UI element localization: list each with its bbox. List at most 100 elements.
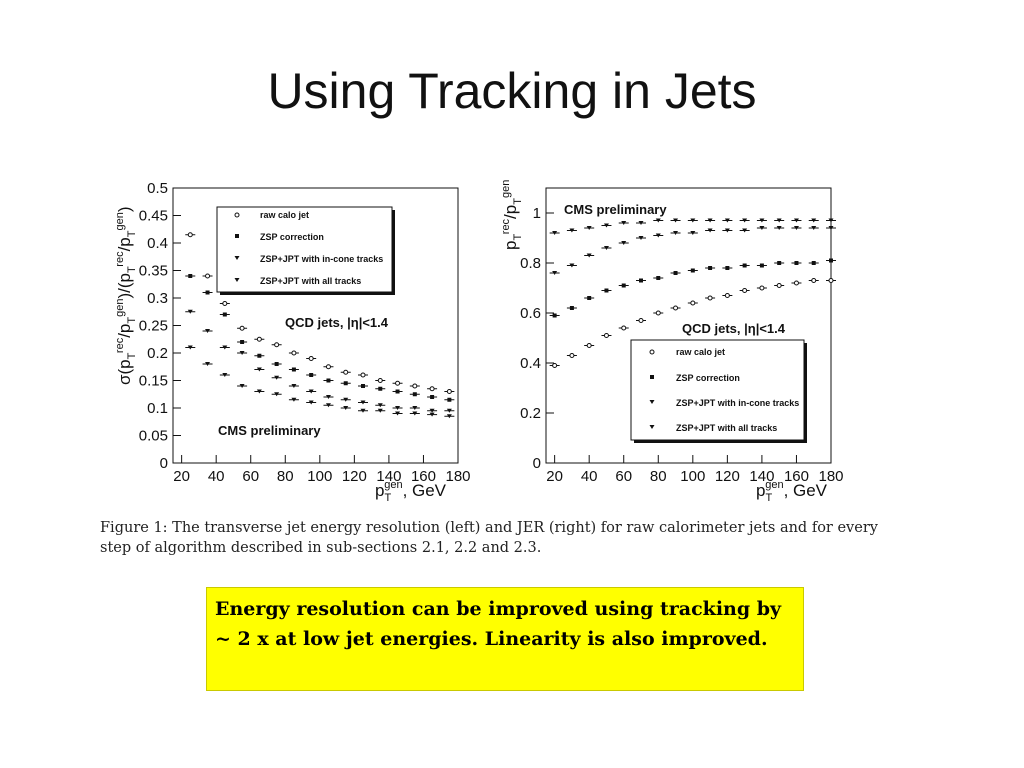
x-axis-label: pTgen, GeV — [375, 479, 447, 504]
x-ticks: 20 40 60 80 100 120 140 160 180 — [173, 455, 470, 485]
series-marks — [549, 218, 836, 368]
data-point-series-2 — [759, 226, 765, 230]
x-tick-label: 160 — [784, 468, 809, 485]
data-point-series-3 — [274, 392, 280, 397]
data-point-series-1 — [811, 261, 816, 265]
data-point-series-3 — [707, 218, 713, 223]
data-point-series-0 — [811, 278, 817, 283]
series-marks — [185, 232, 455, 419]
legend: raw calo jet ZSP correction ZSP+JPT with… — [216, 206, 395, 295]
data-point-series-3 — [395, 411, 401, 416]
data-point-series-1 — [604, 288, 609, 293]
data-point-series-0 — [395, 380, 401, 386]
data-point-series-2 — [187, 309, 193, 314]
y-tick-label: 0.3 — [147, 290, 168, 307]
data-point-series-0 — [360, 372, 366, 378]
data-point-series-1 — [395, 389, 400, 394]
y-axis-label: σ(pTrec/pTgen)/(pTrec/pTgen) — [114, 206, 138, 385]
data-point-series-2 — [239, 351, 245, 355]
legend-marker-square — [650, 375, 654, 379]
data-point-series-3 — [446, 414, 452, 419]
data-point-series-2 — [429, 408, 435, 413]
data-point-series-2 — [673, 231, 679, 235]
data-point-series-0 — [552, 363, 558, 368]
data-point-series-3 — [828, 218, 834, 223]
data-point-series-3 — [552, 231, 558, 235]
data-point-series-0 — [621, 325, 627, 331]
legend: raw calo jet ZSP correction ZSP+JPT with… — [630, 339, 807, 443]
data-point-series-0 — [291, 350, 297, 356]
y-tick-label: 0.05 — [139, 428, 168, 445]
data-point-series-0 — [187, 232, 193, 238]
data-point-series-3 — [325, 403, 331, 408]
annotation-qcd-jets: QCD jets, |η|<1.4 — [285, 315, 389, 330]
data-point-series-3 — [759, 218, 765, 223]
data-point-series-0 — [205, 273, 211, 279]
data-point-series-1 — [430, 395, 435, 399]
data-point-series-2 — [569, 263, 575, 268]
data-point-series-2 — [603, 246, 609, 250]
x-tick-label: 160 — [411, 468, 436, 485]
x-tick-label: 100 — [307, 468, 332, 485]
legend-marker-open-circle — [649, 349, 655, 355]
data-point-series-0 — [638, 318, 644, 323]
data-point-series-3 — [742, 218, 748, 223]
data-point-series-0 — [586, 343, 592, 348]
data-point-series-2 — [776, 226, 782, 230]
annotation-qcd-jets: QCD jets, |η|<1.4 — [682, 321, 786, 336]
x-tick-label: 40 — [208, 468, 225, 485]
data-point-series-0 — [308, 356, 314, 361]
data-point-series-3 — [603, 223, 609, 228]
data-point-series-0 — [256, 336, 262, 342]
legend-box — [630, 339, 805, 441]
legend-marker-square — [235, 234, 239, 238]
legend-marker-triangle — [649, 425, 655, 429]
data-point-series-1 — [621, 283, 626, 288]
data-point-series-1 — [690, 268, 695, 273]
data-point-series-1 — [587, 296, 592, 300]
data-point-series-3 — [429, 412, 435, 417]
data-point-series-3 — [187, 345, 193, 350]
data-point-series-1 — [742, 263, 747, 268]
data-point-series-0 — [343, 369, 349, 375]
data-point-series-1 — [378, 386, 383, 391]
x-tick-label: 100 — [680, 468, 705, 485]
data-point-series-0 — [446, 389, 452, 394]
y-axis-label: pTrec/pTgen — [500, 180, 524, 250]
data-point-series-1 — [569, 306, 574, 310]
slide-title: Using Tracking in Jets — [267, 63, 757, 119]
data-point-series-1 — [725, 266, 730, 270]
data-point-series-1 — [777, 261, 782, 265]
data-point-series-3 — [638, 221, 644, 225]
data-point-series-3 — [586, 226, 592, 230]
y-tick-label: 0.35 — [139, 263, 168, 280]
data-point-series-0 — [655, 310, 661, 316]
y-tick-label: 0.1 — [147, 400, 168, 417]
data-point-series-0 — [793, 280, 799, 286]
legend-label-1: ZSP correction — [260, 232, 324, 242]
data-point-series-3 — [811, 218, 817, 223]
data-point-series-3 — [360, 408, 366, 413]
data-point-series-1 — [291, 367, 296, 372]
data-point-series-2 — [742, 228, 748, 233]
data-point-series-0 — [690, 300, 696, 306]
data-point-series-1 — [656, 276, 661, 280]
x-tick-label: 60 — [615, 468, 632, 485]
data-point-series-2 — [360, 400, 366, 405]
y-ticks: 0 0.05 0.1 0.15 0.2 0.25 0.3 0.35 0.4 0.45 0.5 — [139, 180, 181, 472]
x-tick-label: 180 — [818, 468, 843, 485]
y-ticks: 0 0.2 0.4 0.6 0.8 1 — [520, 205, 554, 472]
x-tick-label: 80 — [277, 468, 294, 485]
legend-label-0: raw calo jet — [260, 210, 309, 220]
data-point-series-2 — [395, 406, 401, 410]
data-point-series-1 — [829, 258, 833, 263]
x-tick-label: 180 — [445, 468, 470, 485]
data-point-series-1 — [639, 278, 643, 283]
data-point-series-2 — [811, 226, 817, 230]
data-point-series-3 — [621, 221, 627, 225]
data-point-series-1 — [759, 263, 764, 268]
x-tick-label: 140 — [376, 468, 401, 485]
y-tick-label: 0.2 — [147, 345, 168, 362]
legend-label-3: ZSP+JPT with all tracks — [260, 276, 361, 286]
data-point-series-2 — [291, 384, 297, 388]
